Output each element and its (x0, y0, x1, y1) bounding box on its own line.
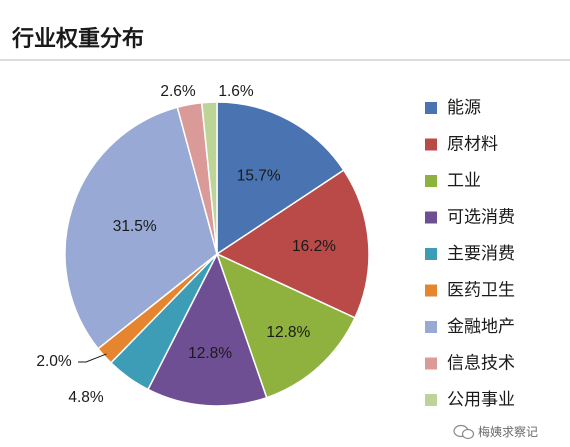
legend-label: 信息技术 (447, 354, 515, 374)
legend-label: 原材料 (447, 135, 498, 155)
legend-label: 金融地产 (447, 317, 515, 337)
pie-chart (64, 101, 370, 407)
legend-swatch (425, 394, 437, 406)
legend-swatch (425, 138, 437, 151)
legend-item: 金融地产 (425, 317, 515, 337)
slice-data-label: 2.0% (36, 353, 72, 370)
legend-item: 原材料 (425, 135, 498, 155)
slice-data-label: 12.8% (188, 345, 232, 362)
watermark-text: 梅姨求察记 (478, 424, 538, 439)
legend-label: 主要消费 (447, 244, 515, 264)
pie-slice (216, 101, 345, 256)
legend-item: 工业 (425, 171, 481, 191)
legend-item: 医药卫生 (425, 281, 515, 301)
pie-slice (215, 169, 370, 319)
pie-slice (146, 252, 268, 407)
legend-label: 医药卫生 (447, 281, 515, 301)
legend-item: 可选消费 (425, 208, 515, 228)
legend-swatch (425, 357, 437, 370)
slice-data-label: 4.8% (68, 389, 104, 406)
pie-slice (200, 101, 218, 255)
legend-swatch (425, 102, 437, 114)
slice-data-label: 12.8% (266, 324, 310, 341)
legend-item: 信息技术 (425, 354, 515, 374)
chart-title: 行业权重分布 (11, 26, 144, 52)
legend-label: 工业 (447, 171, 481, 191)
pie-slice (215, 252, 356, 399)
legend-item: 能源 (425, 98, 481, 118)
data-labels: 15.7% 16.2% 12.8% 12.8% 4.8% 2.0% 31.5% 2.6% 1.6… (36, 83, 336, 406)
leader-line (78, 353, 107, 363)
legend-swatch (425, 284, 437, 297)
pie-slice (64, 106, 218, 350)
legend-label: 能源 (447, 98, 481, 118)
legend-label: 可选消费 (447, 208, 515, 228)
watermark: 梅姨求察记 (453, 424, 538, 440)
legend-swatch (425, 175, 437, 187)
slice-data-label: 2.6% (160, 83, 196, 100)
legend-swatch (425, 248, 437, 260)
slice-data-label: 31.5% (113, 218, 157, 235)
legend-label: 公用事业 (447, 390, 515, 410)
slice-data-label: 16.2% (292, 238, 336, 255)
legend-item: 主要消费 (425, 244, 515, 264)
legend-swatch (425, 211, 437, 224)
legend-item: 公用事业 (425, 390, 515, 410)
slice-data-label: 15.7% (237, 167, 281, 184)
legend-swatch (425, 321, 437, 333)
slice-data-label: 1.6% (218, 83, 254, 100)
wechat-icon (453, 424, 475, 440)
